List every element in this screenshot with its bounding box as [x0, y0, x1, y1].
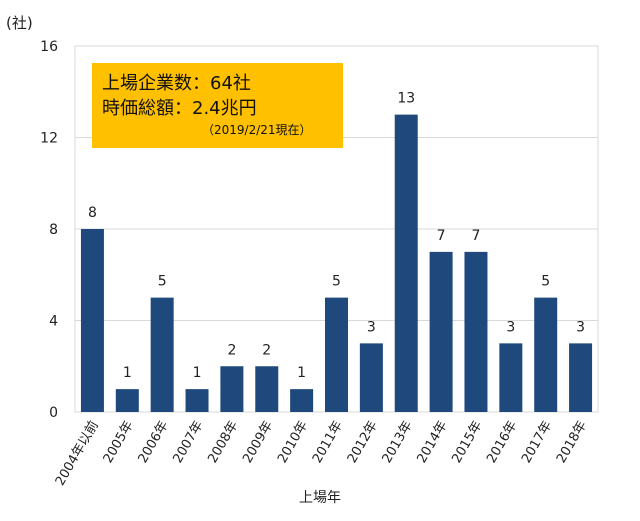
- bar: [80, 229, 104, 412]
- y-tick-labels: 0 4 8 12 16: [40, 39, 58, 421]
- data-label: 3: [576, 319, 585, 335]
- data-label: 8: [88, 205, 97, 221]
- y-tick-label: 8: [49, 222, 58, 238]
- y-tick-label: 4: [49, 314, 58, 330]
- x-tick-label: 2012年: [345, 419, 381, 466]
- data-label: 3: [506, 319, 515, 335]
- bar: [464, 251, 488, 412]
- x-axis-title: 上場年: [299, 490, 341, 506]
- data-label: 13: [397, 91, 415, 107]
- y-tick-label: 0: [49, 405, 58, 421]
- data-label: 7: [472, 228, 481, 244]
- data-label: 3: [367, 319, 376, 335]
- data-label: 2: [262, 342, 271, 358]
- bar: [150, 297, 174, 412]
- data-label: 1: [297, 365, 306, 381]
- x-tick-label: 2005年: [101, 419, 137, 466]
- bar: [359, 343, 383, 412]
- bar: [325, 297, 348, 412]
- data-label: 5: [332, 274, 341, 290]
- x-tick-label: 2015年: [449, 419, 485, 466]
- data-label: 1: [123, 365, 132, 381]
- x-tick-label: 2017年: [519, 419, 555, 466]
- data-labels: 8 1 5 1 2 2 1 5 3 13 7 7 3 5 3: [88, 91, 585, 382]
- y-axis-unit-label: (社): [6, 14, 33, 32]
- info-box: 上場企業数：64社 時価総額：2.4兆円 （2019/2/21現在）: [92, 63, 343, 148]
- x-tick-label: 2007年: [170, 419, 206, 466]
- x-tick-label: 2010年: [275, 419, 311, 466]
- x-tick-label: 2018年: [554, 419, 590, 466]
- x-tick-label: 2016年: [484, 419, 520, 466]
- bar: [569, 343, 593, 412]
- data-label: 2: [227, 342, 236, 358]
- bar: [499, 343, 523, 412]
- bar: [429, 251, 453, 412]
- bar: [115, 389, 139, 412]
- x-tick-label: 2014年: [415, 419, 451, 466]
- x-tick-label: 2013年: [380, 419, 416, 466]
- x-tick-label: 2011年: [310, 419, 346, 466]
- bar: [220, 366, 244, 412]
- data-label: 5: [158, 274, 167, 290]
- bar: [255, 366, 279, 412]
- bars: [80, 114, 593, 412]
- listed-companies-text: 上場企業数：64社: [102, 73, 251, 94]
- x-tick-label: 2006年: [136, 419, 172, 466]
- bar: [534, 297, 558, 412]
- bar: [290, 389, 314, 412]
- as-of-date-text: （2019/2/21現在）: [202, 123, 312, 137]
- data-label: 5: [541, 274, 550, 290]
- data-label: 7: [437, 228, 446, 244]
- y-tick-label: 16: [40, 39, 58, 55]
- data-label: 1: [193, 365, 202, 381]
- x-tick-label: 2008年: [205, 419, 241, 466]
- x-tick-label: 2009年: [240, 419, 276, 466]
- bar: [185, 389, 209, 412]
- bar: [394, 114, 418, 412]
- y-tick-label: 12: [40, 131, 58, 147]
- market-cap-text: 時価総額：2.4兆円: [102, 98, 257, 119]
- x-tick-labels: 2004年以前2005年2006年2007年2008年2009年2010年201…: [52, 418, 590, 488]
- x-tick-label: 2004年以前: [52, 418, 102, 488]
